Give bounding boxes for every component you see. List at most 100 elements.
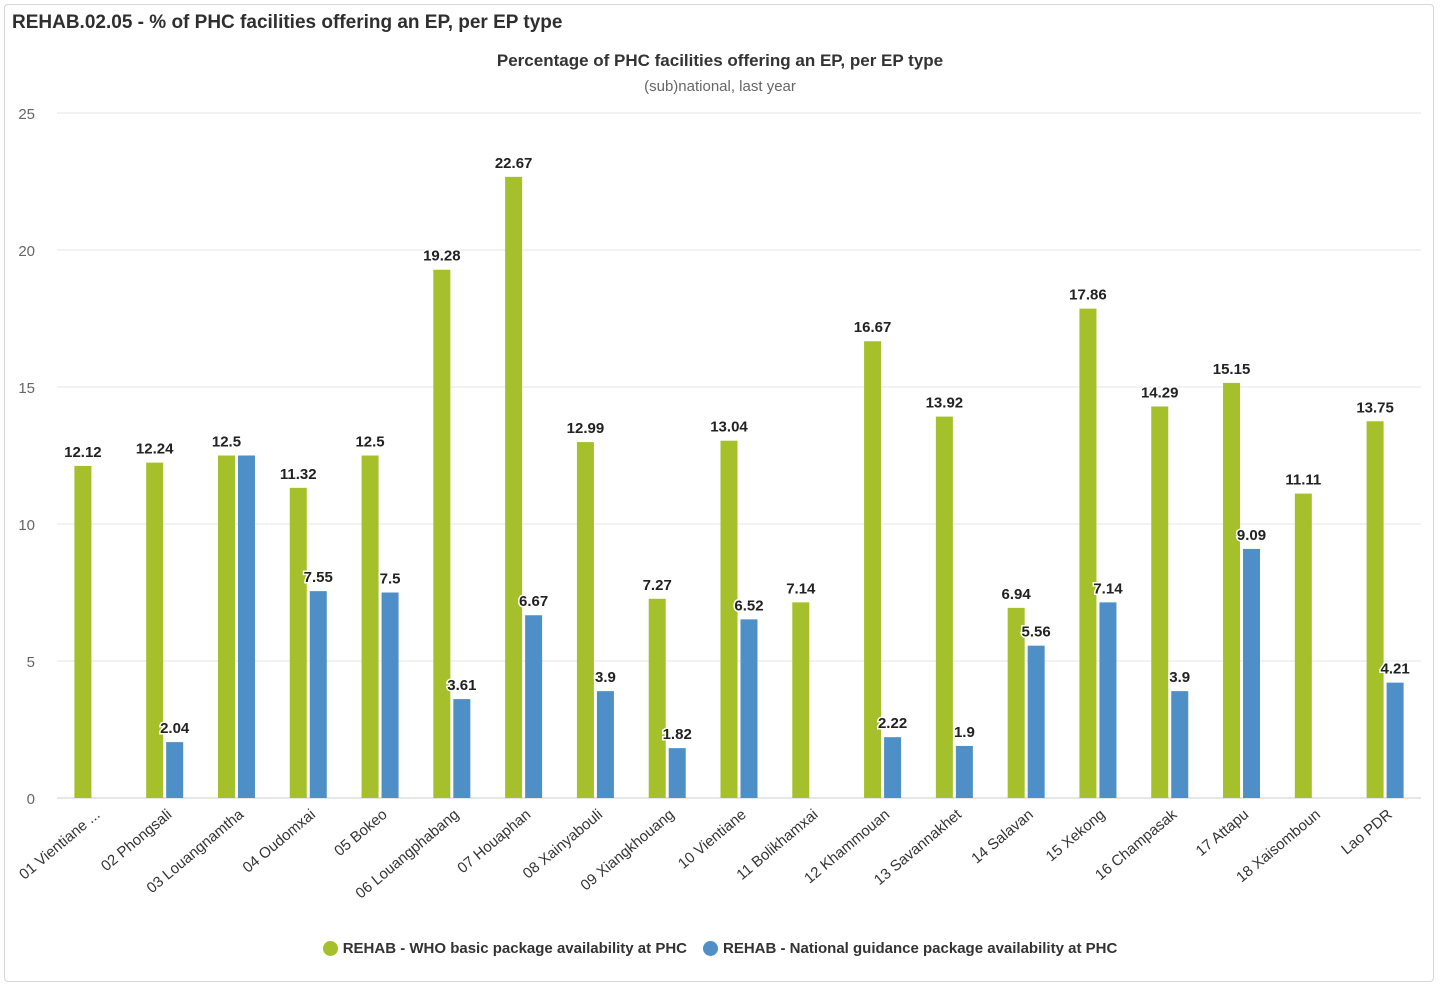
bar-who[interactable] <box>576 442 594 798</box>
bar-national[interactable] <box>1243 548 1261 798</box>
legend: REHAB - WHO basic package availability a… <box>0 940 1440 957</box>
x-tick-label: 01 Vientiane ... <box>16 806 103 883</box>
data-label: 1.9 <box>954 724 975 741</box>
data-label: 7.14 <box>1093 580 1123 597</box>
bar-national[interactable] <box>884 737 902 798</box>
bar-national[interactable] <box>1171 691 1189 798</box>
x-tick-label: 10 Vientiane <box>675 806 750 872</box>
legend-item-who[interactable]: REHAB - WHO basic package availability a… <box>322 940 687 957</box>
legend-item-national[interactable]: REHAB - National guidance package availa… <box>703 940 1117 957</box>
data-label: 12.5 <box>355 434 384 451</box>
bar-national[interactable] <box>381 592 399 799</box>
bar-who[interactable] <box>1007 607 1025 798</box>
x-tick-label: 15 Xekong <box>1043 806 1109 865</box>
y-tick-label: 10 <box>18 517 35 534</box>
legend-label-national: REHAB - National guidance package availa… <box>723 940 1118 957</box>
chart-title: Percentage of PHC facilities offering an… <box>497 51 943 70</box>
y-tick-label: 15 <box>18 380 35 397</box>
bar-who[interactable] <box>1366 421 1384 798</box>
bar-who[interactable] <box>146 462 164 798</box>
bar-national[interactable] <box>1027 645 1045 798</box>
bar-who[interactable] <box>720 440 738 798</box>
data-label: 13.92 <box>926 395 964 412</box>
data-label: 5.56 <box>1022 624 1051 641</box>
data-label: 3.9 <box>595 669 616 686</box>
data-label: 22.67 <box>495 155 533 172</box>
bar-who[interactable] <box>1151 406 1169 798</box>
bar-national[interactable] <box>1099 602 1117 798</box>
bar-who[interactable] <box>505 176 523 799</box>
bar-national[interactable] <box>668 748 686 798</box>
data-label: 12.99 <box>567 420 605 437</box>
x-tick-label: 14 Salavan <box>968 806 1036 867</box>
data-label: 6.52 <box>734 597 763 614</box>
y-tick-label: 0 <box>27 791 35 808</box>
bar-who[interactable] <box>935 416 953 798</box>
bar-national[interactable] <box>740 619 758 798</box>
data-label: 2.22 <box>878 715 907 732</box>
x-tick-label: 17 Attapu <box>1193 806 1252 860</box>
bar-who[interactable] <box>433 269 451 798</box>
bar-who[interactable] <box>648 598 666 798</box>
data-label: 3.61 <box>447 677 476 694</box>
data-label: 1.82 <box>663 726 692 743</box>
data-label: 12.5 <box>212 434 241 451</box>
data-label: 17.86 <box>1069 287 1107 304</box>
y-axis: 0 5 10 15 20 25 <box>18 106 35 808</box>
data-label: 6.67 <box>519 593 548 610</box>
y-tick-label: 20 <box>18 243 35 260</box>
data-label: 3.9 <box>1169 669 1190 686</box>
bar-national[interactable] <box>309 591 327 798</box>
legend-swatch-who <box>322 941 338 956</box>
bars <box>74 176 1404 799</box>
x-tick-label: 05 Bokeo <box>331 806 390 860</box>
bar-national[interactable] <box>955 745 973 798</box>
bar-national[interactable] <box>1386 682 1404 798</box>
bar-national[interactable] <box>525 615 543 798</box>
bar-who[interactable] <box>792 602 810 798</box>
bar-who[interactable] <box>289 487 307 798</box>
data-label: 12.24 <box>136 441 174 458</box>
data-label: 6.94 <box>1002 586 1032 603</box>
data-label: 7.27 <box>643 577 672 594</box>
x-tick-label: 02 Phongsali <box>98 806 175 875</box>
y-tick-label: 25 <box>18 106 35 123</box>
bar-who[interactable] <box>74 465 92 798</box>
gridlines <box>57 112 1421 799</box>
data-label: 13.04 <box>710 419 748 436</box>
data-label: 11.11 <box>1285 472 1321 489</box>
data-label: 7.14 <box>786 580 816 597</box>
panel-title: REHAB.02.05 - % of PHC facilities offeri… <box>12 12 563 33</box>
data-label: 4.21 <box>1381 661 1410 678</box>
bar-national[interactable] <box>596 691 614 798</box>
data-label: 14.29 <box>1141 384 1179 401</box>
data-label: 19.28 <box>423 248 461 265</box>
data-label: 11.32 <box>280 466 317 483</box>
data-labels: 12.12 12.24 2.04 12.5 11.32 7.55 12.5 7.5 19.28 3… <box>63 153 1412 744</box>
bar-national[interactable] <box>237 455 255 799</box>
legend-label-who: REHAB - WHO basic package availability a… <box>342 940 687 957</box>
y-tick-label: 5 <box>27 654 35 671</box>
chart-subtitle: (sub)national, last year <box>644 78 796 95</box>
x-tick-label: Lao PDR <box>1338 806 1396 858</box>
x-tick-label: 04 Oudomxai <box>240 806 319 876</box>
data-label: 9.09 <box>1237 527 1266 544</box>
legend-swatch-national <box>703 941 718 956</box>
bar-who[interactable] <box>1223 382 1241 798</box>
data-label: 15.15 <box>1213 361 1251 378</box>
data-label: 13.75 <box>1356 399 1394 416</box>
bar-national[interactable] <box>166 742 184 798</box>
data-label: 7.5 <box>380 571 401 588</box>
data-label: 7.55 <box>304 569 333 586</box>
bar-who[interactable] <box>1079 308 1097 798</box>
bar-who[interactable] <box>864 341 882 798</box>
data-label: 2.04 <box>160 720 190 737</box>
bar-who[interactable] <box>1294 493 1312 798</box>
data-label: 16.67 <box>854 319 892 336</box>
data-label: 12.12 <box>64 444 102 461</box>
bar-who[interactable] <box>361 455 379 799</box>
bar-national[interactable] <box>453 699 471 798</box>
bar-who[interactable] <box>217 455 235 799</box>
